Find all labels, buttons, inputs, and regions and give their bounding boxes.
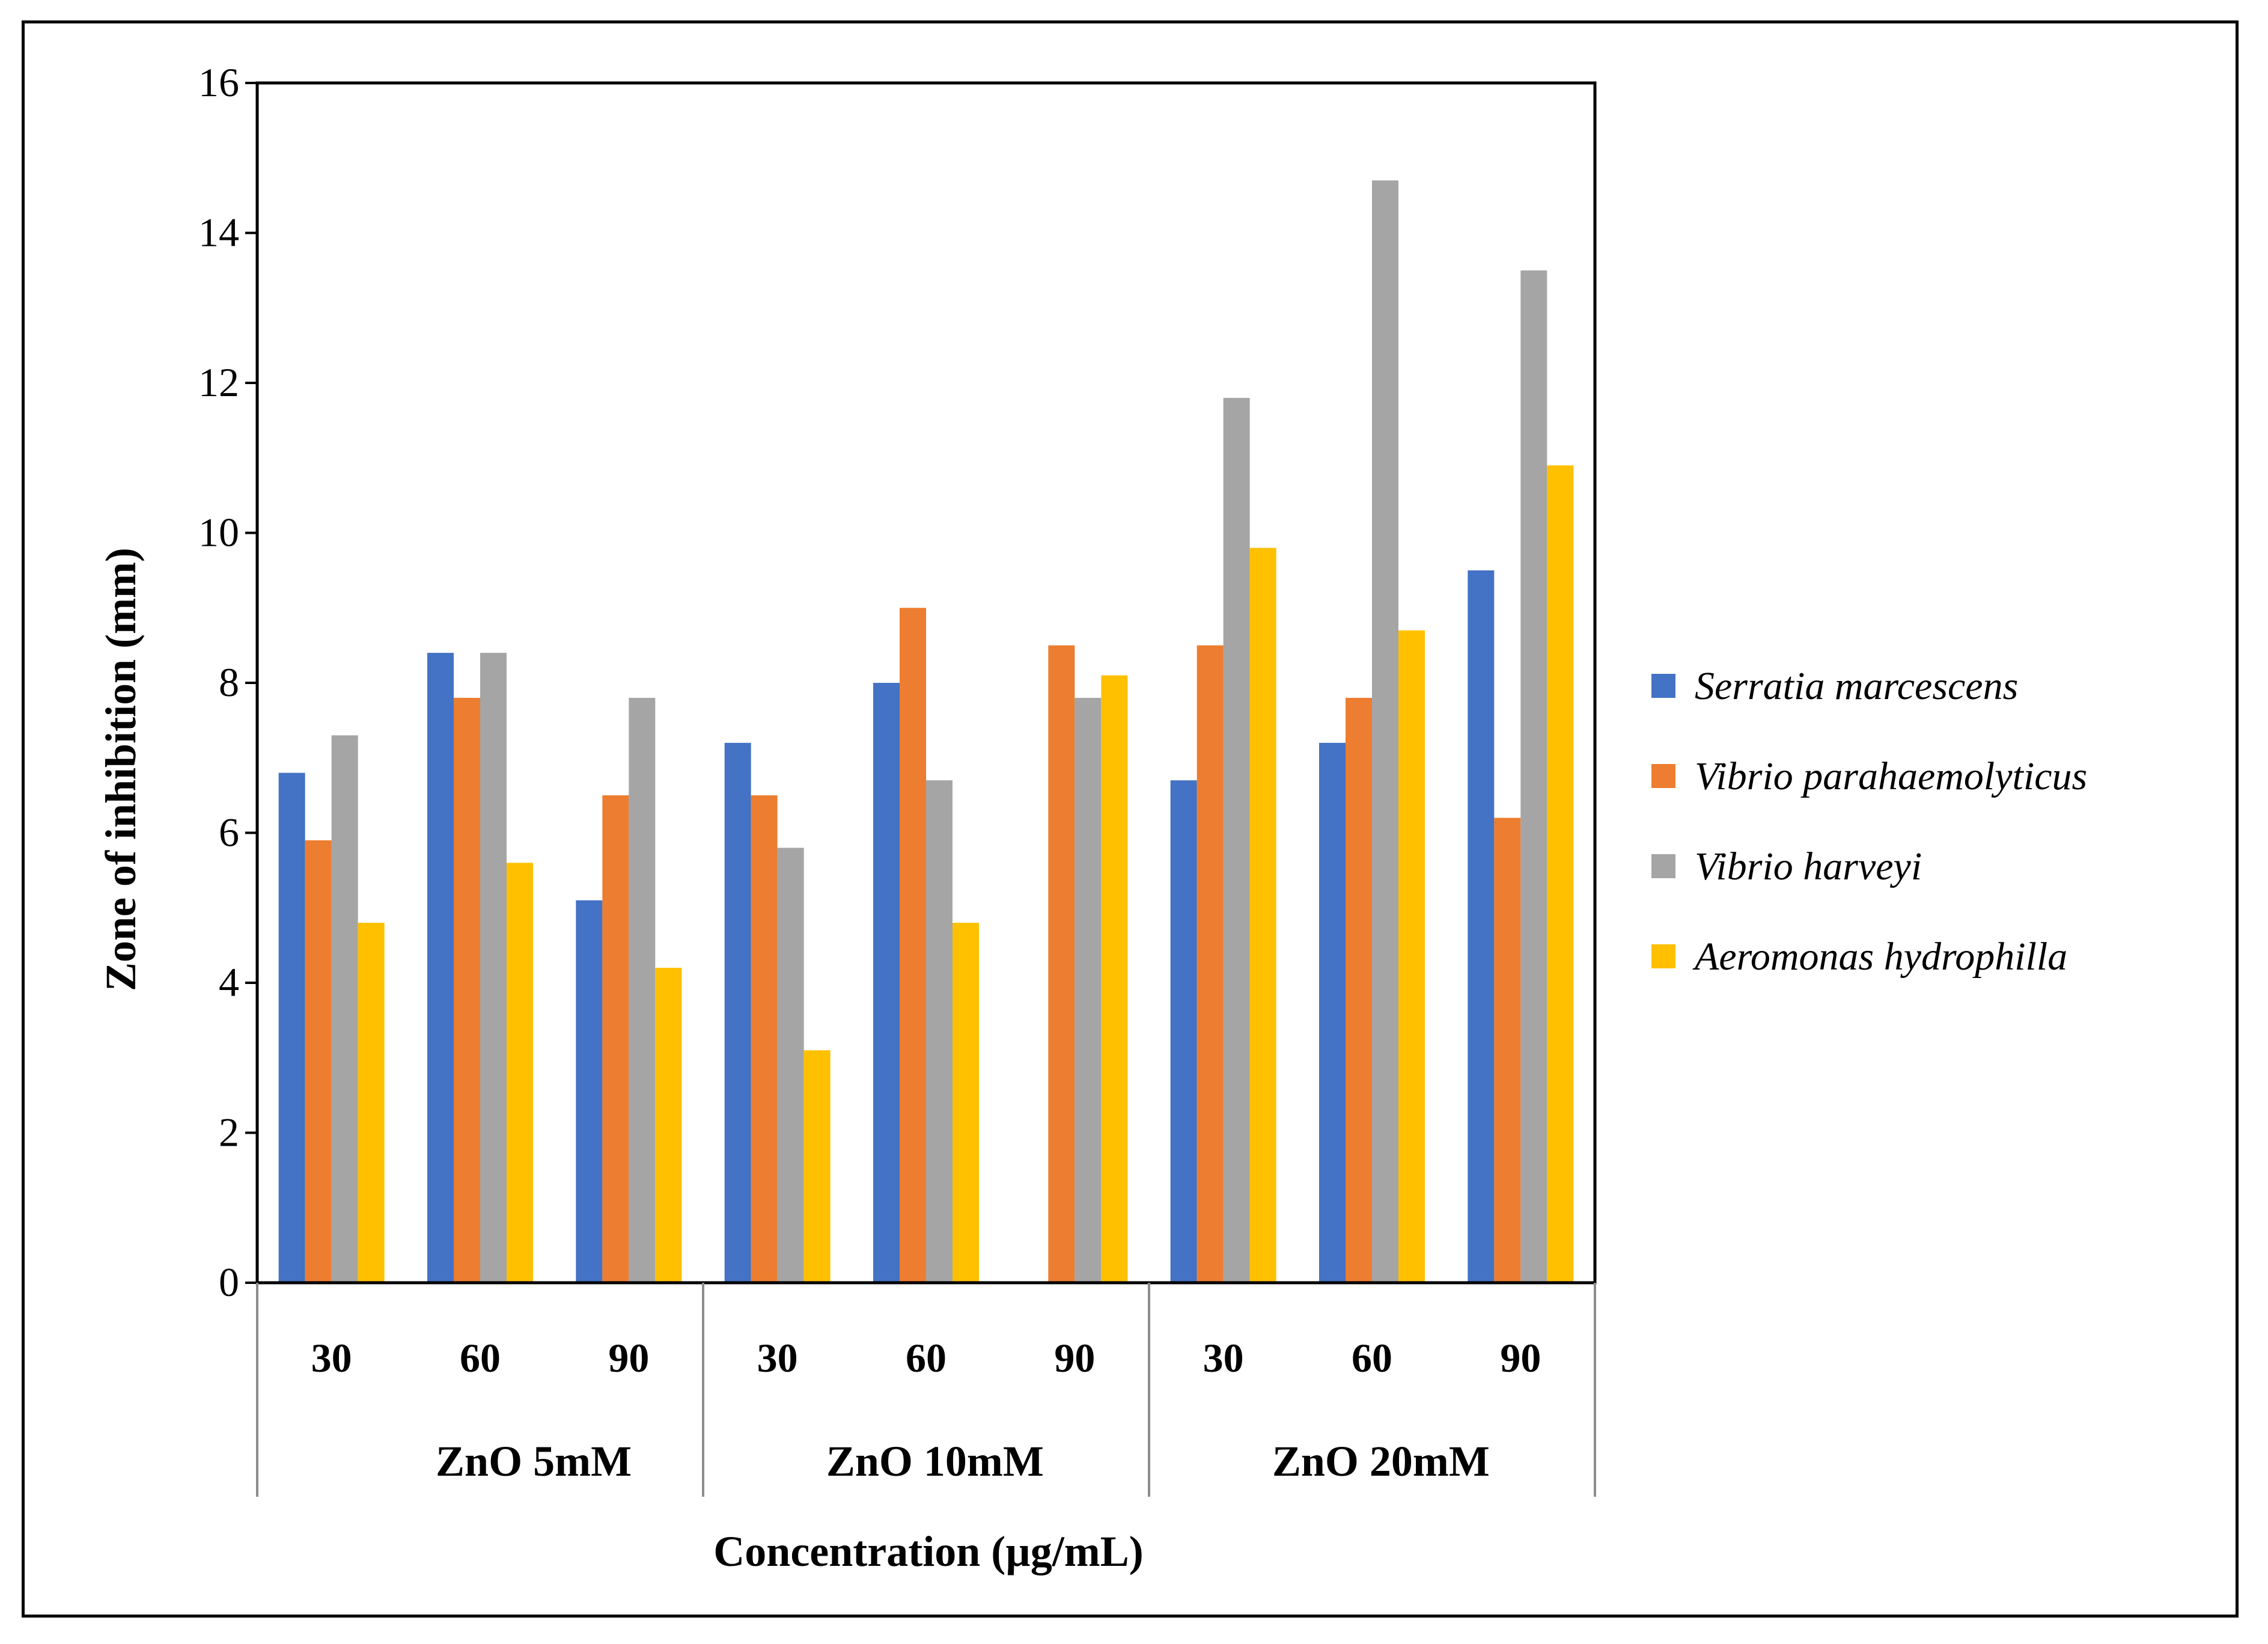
bar [751, 795, 778, 1283]
legend: Serratia marcescens Vibrio parahaemolytic… [1651, 664, 2087, 979]
bar [1520, 270, 1547, 1283]
y-tick-label: 0 [219, 1259, 239, 1305]
bar [1223, 397, 1250, 1283]
bar [1048, 645, 1075, 1283]
bar [1249, 548, 1276, 1283]
bar [1196, 645, 1224, 1283]
bar [1170, 780, 1197, 1283]
bar [1398, 630, 1425, 1283]
legend-label: Serratia marcescens [1695, 664, 2018, 708]
bar [1547, 465, 1574, 1283]
bar [427, 653, 454, 1283]
legend-label: Vibrio parahaemolyticus [1695, 754, 2087, 798]
legend-label: Aeromonas hydrophilla [1692, 935, 2067, 979]
legend-swatch [1651, 764, 1675, 788]
bar [1372, 180, 1398, 1283]
x-category-label: 90 [608, 1335, 649, 1381]
y-tick-label: 4 [219, 959, 239, 1005]
x-group-label: ZnO 5mM [436, 1437, 632, 1485]
bar [454, 697, 480, 1283]
bar [1075, 697, 1102, 1283]
y-tick-label: 2 [219, 1110, 239, 1155]
y-axis-title: Zone of inhibition (mm) [97, 548, 145, 991]
x-group-label: ZnO 10mM [826, 1437, 1044, 1485]
bar [1494, 817, 1521, 1283]
x-category-label: 60 [460, 1335, 501, 1381]
bar [1101, 675, 1128, 1283]
y-tick-label: 8 [219, 659, 239, 705]
bar [803, 1050, 831, 1283]
bar [953, 923, 979, 1283]
bar [655, 968, 682, 1283]
x-category-label: 30 [1203, 1335, 1244, 1381]
bar [305, 840, 332, 1283]
bar [873, 683, 900, 1283]
bar [576, 900, 603, 1283]
bar [900, 608, 926, 1283]
x-category-label: 60 [906, 1335, 947, 1381]
x-category-label: 90 [1054, 1335, 1095, 1381]
y-tick-label: 6 [219, 810, 239, 855]
bar [278, 772, 305, 1283]
x-category-label: 90 [1500, 1335, 1541, 1381]
bar [724, 742, 751, 1283]
x-category-label: 30 [757, 1335, 798, 1381]
legend-swatch [1651, 674, 1675, 698]
legend-swatch [1651, 854, 1675, 878]
bar [777, 848, 804, 1283]
bar [331, 735, 358, 1283]
bar [1319, 742, 1346, 1283]
y-tick-label: 14 [198, 210, 239, 255]
y-axis-ticks: 0 2 4 6 8 10 12 14 16 [198, 60, 257, 1305]
y-tick-label: 12 [198, 359, 239, 405]
x-axis: 30 60 90 30 60 90 30 60 90 ZnO 5mM ZnO 10mM ZnO 20m… [256, 1283, 1596, 1497]
bar [1468, 570, 1495, 1283]
legend-swatch [1651, 944, 1675, 968]
bar [602, 795, 629, 1283]
x-group-label: ZnO 20mM [1272, 1437, 1490, 1485]
bars [257, 180, 1595, 1285]
legend-label: Vibrio harveyi [1695, 845, 1922, 888]
y-tick-label: 16 [198, 60, 239, 105]
bar [358, 923, 385, 1283]
x-category-label: 30 [311, 1335, 352, 1381]
x-category-label: 60 [1352, 1335, 1392, 1381]
bar [507, 863, 533, 1283]
bar [926, 780, 953, 1283]
x-axis-title: Concentration (µg/mL) [713, 1527, 1143, 1575]
bar [480, 653, 507, 1283]
y-tick-label: 10 [198, 510, 239, 555]
bar [629, 697, 656, 1283]
bar [1346, 697, 1372, 1283]
chart-frame [22, 20, 2239, 1618]
